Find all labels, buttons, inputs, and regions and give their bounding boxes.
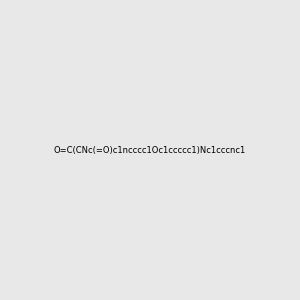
Text: O=C(CNc(=O)c1ncccc1Oc1ccccc1)Nc1cccnc1: O=C(CNc(=O)c1ncccc1Oc1ccccc1)Nc1cccnc1 — [54, 146, 246, 154]
